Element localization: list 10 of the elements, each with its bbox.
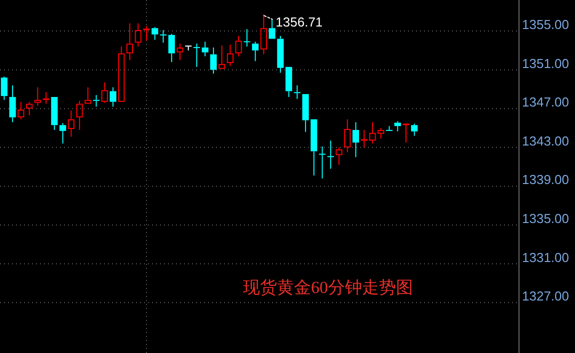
y-tick-label: 1331.00 [522,250,569,265]
y-tick-label: 1347.00 [522,94,569,110]
y-tick-label: 1327.00 [522,288,569,304]
y-tick-label: 1339.00 [522,172,569,188]
y-tick-label: 1351.00 [522,56,569,71]
y-tick-label: 1355.00 [522,17,569,32]
y-tick-label: 1335.00 [522,210,569,226]
annotation: 1356.71 [276,14,323,30]
y-tick-label: 1343.00 [522,133,569,148]
text: 现货黄金60分钟走势图 [243,278,413,297]
